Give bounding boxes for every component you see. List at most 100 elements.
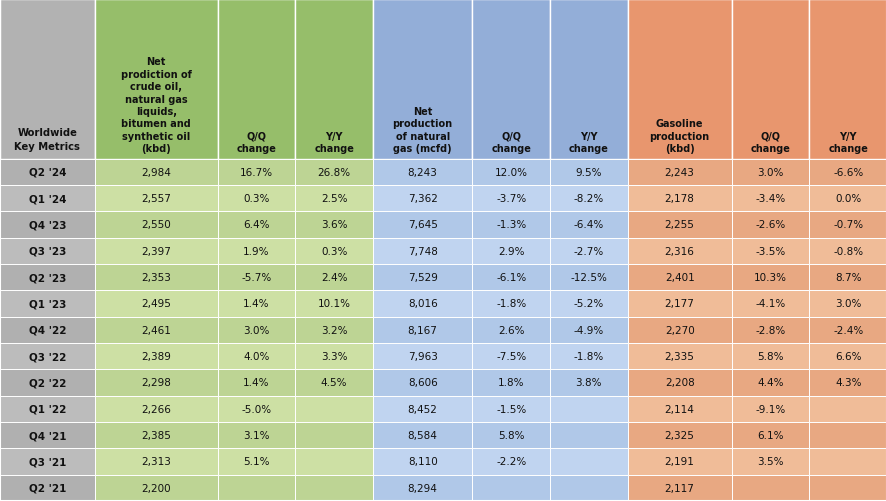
Text: -2.7%: -2.7%	[573, 246, 603, 257]
Text: -6.1%: -6.1%	[495, 273, 525, 283]
Bar	[627, 422, 731, 448]
Text: 0.3%: 0.3%	[243, 194, 269, 204]
Text: 4.3%: 4.3%	[834, 378, 860, 388]
Text: -4.1%: -4.1%	[755, 299, 785, 309]
Bar	[627, 396, 731, 422]
Bar	[372, 475, 472, 501]
Bar	[549, 317, 627, 343]
Text: -5.0%: -5.0%	[241, 404, 271, 414]
Text: 12.0%: 12.0%	[494, 167, 527, 177]
Text: 0.0%: 0.0%	[834, 194, 860, 204]
Bar	[95, 159, 217, 185]
Bar	[0, 265, 95, 291]
Text: 5.8%: 5.8%	[497, 430, 524, 440]
Bar	[95, 422, 217, 448]
Bar	[549, 422, 627, 448]
Text: 7,645: 7,645	[408, 220, 437, 230]
Text: Q/Q
change: Q/Q change	[750, 132, 789, 154]
Bar	[731, 396, 808, 422]
Bar	[549, 475, 627, 501]
Text: Q3 '22: Q3 '22	[28, 352, 66, 361]
Bar	[472, 396, 549, 422]
Bar	[217, 291, 295, 317]
Text: 3.6%: 3.6%	[321, 220, 347, 230]
Text: 7,529: 7,529	[408, 273, 437, 283]
Bar	[549, 343, 627, 370]
Bar	[731, 238, 808, 265]
Text: 2,243: 2,243	[664, 167, 694, 177]
Bar	[731, 343, 808, 370]
Bar	[549, 212, 627, 238]
Bar	[95, 185, 217, 212]
Bar	[472, 343, 549, 370]
Bar	[0, 343, 95, 370]
Bar	[627, 343, 731, 370]
Bar	[627, 238, 731, 265]
Text: -5.2%: -5.2%	[573, 299, 603, 309]
Bar	[372, 238, 472, 265]
Text: 8,584: 8,584	[408, 430, 437, 440]
Text: 8,452: 8,452	[408, 404, 437, 414]
Text: 5.8%: 5.8%	[757, 352, 783, 361]
Bar	[217, 159, 295, 185]
Bar	[295, 422, 372, 448]
Bar	[217, 265, 295, 291]
Bar	[0, 396, 95, 422]
Bar	[372, 265, 472, 291]
Text: Q/Q
change: Q/Q change	[237, 132, 276, 154]
Bar	[549, 448, 627, 475]
Bar	[0, 238, 95, 265]
Text: Q1 '24: Q1 '24	[28, 194, 66, 204]
Text: 0.3%: 0.3%	[321, 246, 347, 257]
Bar	[95, 212, 217, 238]
Bar	[372, 291, 472, 317]
Bar	[627, 291, 731, 317]
Bar	[627, 475, 731, 501]
Bar	[472, 422, 549, 448]
Text: 2,397: 2,397	[141, 246, 171, 257]
Text: 2,461: 2,461	[141, 325, 171, 335]
Bar	[472, 317, 549, 343]
Text: 1.9%: 1.9%	[243, 246, 269, 257]
Text: 7,963: 7,963	[408, 352, 437, 361]
Text: 2.4%: 2.4%	[321, 273, 347, 283]
Text: 10.3%: 10.3%	[753, 273, 786, 283]
Bar	[808, 159, 886, 185]
Bar	[372, 0, 472, 159]
Bar	[549, 370, 627, 396]
Text: 2,266: 2,266	[141, 404, 171, 414]
Text: -1.5%: -1.5%	[495, 404, 525, 414]
Bar	[295, 265, 372, 291]
Bar	[372, 448, 472, 475]
Text: Q2 '22: Q2 '22	[28, 378, 66, 388]
Bar	[472, 238, 549, 265]
Bar	[95, 475, 217, 501]
Text: 1.4%: 1.4%	[243, 378, 269, 388]
Bar	[295, 343, 372, 370]
Bar	[808, 238, 886, 265]
Text: 2.6%: 2.6%	[497, 325, 524, 335]
Bar	[808, 265, 886, 291]
Text: 8,243: 8,243	[408, 167, 437, 177]
Text: Y/Y
change: Y/Y change	[828, 132, 867, 154]
Text: -2.2%: -2.2%	[495, 456, 525, 466]
Text: 2,313: 2,313	[141, 456, 171, 466]
Bar	[217, 396, 295, 422]
Text: -2.8%: -2.8%	[755, 325, 785, 335]
Bar	[0, 370, 95, 396]
Bar	[808, 212, 886, 238]
Text: -12.5%: -12.5%	[570, 273, 607, 283]
Text: 2,335: 2,335	[664, 352, 694, 361]
Text: 2,200: 2,200	[141, 483, 171, 493]
Text: -6.6%: -6.6%	[832, 167, 862, 177]
Bar	[372, 317, 472, 343]
Bar	[549, 265, 627, 291]
Bar	[295, 396, 372, 422]
Text: 2,550: 2,550	[141, 220, 171, 230]
Bar	[295, 238, 372, 265]
Bar	[472, 159, 549, 185]
Bar	[472, 265, 549, 291]
Bar	[731, 422, 808, 448]
Bar	[808, 396, 886, 422]
Text: 6.1%: 6.1%	[757, 430, 783, 440]
